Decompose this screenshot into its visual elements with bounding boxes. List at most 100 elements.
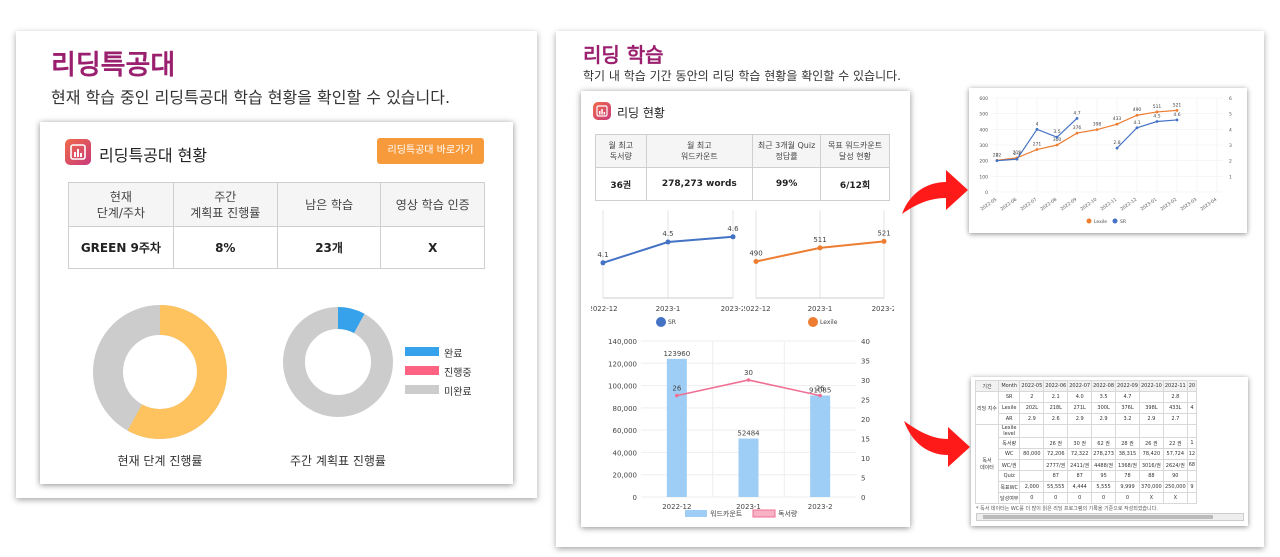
data-label: 2 (996, 153, 999, 159)
data-point (1035, 148, 1039, 151)
table-cell: 1 (1186, 437, 1198, 449)
table-cell: 271L (1067, 402, 1093, 414)
table-cell (1162, 424, 1188, 438)
table-header-row: 기간 Month 2022-05 2022-06 2022-07 2022-08 2022-… (975, 380, 1198, 392)
legend-label-done: 완료 (444, 349, 463, 360)
data-point (1135, 113, 1139, 117)
table-cell: 9,999 (1115, 481, 1140, 493)
table-cell: 22 권 (1162, 437, 1188, 449)
table-row: WC/권 2777/권 2411/권 4488/권 1368/권 3016/권 2624/권… (976, 459, 1198, 471)
table-cell: 218L (1043, 402, 1069, 414)
table-cell: 1368/권 (1115, 459, 1140, 471)
data-point (730, 234, 736, 240)
target-wordcount-value: 6/12회 (820, 167, 890, 201)
data-point (1075, 131, 1079, 135)
table-row: AR 2.9 2.6 2.9 2.9 3.2 2.9 2.7 (976, 413, 1198, 425)
y-tick-label: 0 (985, 190, 988, 196)
group-cell: 독서 데이터 (975, 424, 999, 504)
line-value-label: 26 (816, 385, 825, 393)
y2-tick-label: 3 (1229, 143, 1232, 149)
table-cell (1186, 413, 1198, 425)
table-cell: 57,724 (1162, 448, 1188, 460)
data-point (1035, 127, 1039, 131)
data-label: 511 (1153, 104, 1162, 110)
page-subtitle: 현재 학습 중인 리딩특공대 학습 현황을 확인할 수 있습니다. (51, 88, 451, 107)
table-cell: 0 (1091, 492, 1117, 504)
table-cell: 2.9 (1138, 413, 1164, 425)
line-value-label: 30 (744, 369, 753, 377)
x-tick-label: 2023-2 (808, 503, 833, 511)
legend-swatch-done (405, 347, 439, 356)
data-point (746, 378, 751, 382)
bar-value-label: 123960 (663, 350, 690, 358)
y2-tick-label: 2 (1229, 159, 1232, 165)
table-cell: 72,322 (1067, 448, 1093, 460)
legend-label: Lexile (1094, 219, 1107, 225)
reading-status-card: 리딩 현황 월 최고 독서량 월 최고 워드카운트 최근 3개월 Quiz 정답… (581, 91, 910, 527)
table-cell: X (1162, 492, 1188, 504)
data-label: 521 (877, 229, 890, 237)
table-cell: Lexile level (997, 424, 1021, 438)
scrollbar-thumb[interactable] (983, 515, 1213, 519)
data-label: 376 (1073, 125, 1082, 131)
monthly-max-wordcount-value: 278,273 words (645, 167, 754, 201)
data-point (1155, 110, 1159, 114)
table-cell: 2.1 (1043, 391, 1069, 403)
page-title: 리딩특공대 (51, 50, 176, 81)
card-title: 리딩 현황 (617, 106, 665, 120)
data-label: 4.1 (597, 251, 608, 259)
data-label: 433 (1113, 116, 1122, 122)
table-cell: SR (997, 391, 1021, 403)
table-cell: 30 권 (1067, 437, 1093, 449)
table-cell: 2.7 (1162, 413, 1188, 425)
table-cell: 0 (1067, 492, 1093, 504)
data-label: 398 (1093, 122, 1102, 128)
horizontal-scrollbar[interactable] (976, 513, 1244, 521)
data-label: 4.7 (1073, 110, 1080, 116)
legend-swatch (752, 509, 776, 518)
quiz-accuracy-value: 99% (752, 167, 822, 201)
stage-progress-label: 현재 단계 진행률 (117, 454, 203, 468)
table-cell: 38,315 (1115, 448, 1140, 460)
reading-summary-table: 월 최고 독서량 월 최고 워드카운트 최근 3개월 Quiz 정답률 목표 워… (595, 134, 890, 201)
x-tick-label: 2023-02 (1159, 197, 1178, 213)
x-tick-label: 2022-09 (1059, 197, 1078, 213)
y-tick-label: 100 (979, 174, 988, 180)
table-cell: 2,000 (1019, 481, 1045, 493)
table-cell: 80,000 (1019, 448, 1045, 460)
table-cell (1091, 424, 1117, 438)
table-cell: 2777/권 (1043, 459, 1069, 471)
header-cell: 2022-06 (1043, 380, 1069, 392)
legend-label-incomplete: 미완료 (444, 387, 472, 398)
y-tick-label: 140,000 (608, 338, 637, 346)
go-to-reading-team-button[interactable]: 리딩특공대 바로가기 (377, 138, 484, 164)
legend-label-in-progress: 진행중 (444, 368, 472, 379)
table-cell: AR (997, 413, 1021, 425)
table-cell (1019, 470, 1045, 482)
y-tick-label: 500 (979, 112, 988, 118)
table-cell (1115, 424, 1140, 438)
y2-tick-label: 4 (1229, 127, 1232, 133)
table-cell: 0 (1043, 492, 1069, 504)
x-tick-label: 2022-12 (744, 305, 771, 313)
table-cell: Lexile (997, 402, 1021, 414)
table-cell: 달성여부 (997, 492, 1021, 504)
table-cell: 4 (1186, 402, 1198, 414)
y2-tick-label: 35 (861, 358, 870, 366)
table-cell: 87 (1043, 470, 1069, 482)
data-point (1175, 108, 1179, 112)
header-cell: 2022-08 (1091, 380, 1117, 392)
table-cell: 28 권 (1115, 437, 1140, 449)
data-point (817, 245, 823, 251)
y2-tick-label: 10 (861, 455, 870, 463)
x-tick-label: 2022-10 (1079, 197, 1098, 213)
table-cell: 376L (1115, 402, 1140, 414)
x-tick-label: 2023-03 (1179, 197, 1198, 213)
x-tick-label: 2023-2 (872, 305, 894, 313)
data-label: 511 (813, 236, 826, 244)
table-cell: 2411/권 (1067, 459, 1093, 471)
legend-marker (1086, 218, 1092, 224)
history-chart-preview: 0 100 200 300 400 500 600 1 2 3 4 5 6 2022-05 2022-06 2… (969, 88, 1247, 233)
data-point (1015, 157, 1019, 161)
status-table: 현재 단계/주차 주간 계획표 진행률 남은 학습 영상 학습 인증 GREEN… (68, 182, 485, 269)
